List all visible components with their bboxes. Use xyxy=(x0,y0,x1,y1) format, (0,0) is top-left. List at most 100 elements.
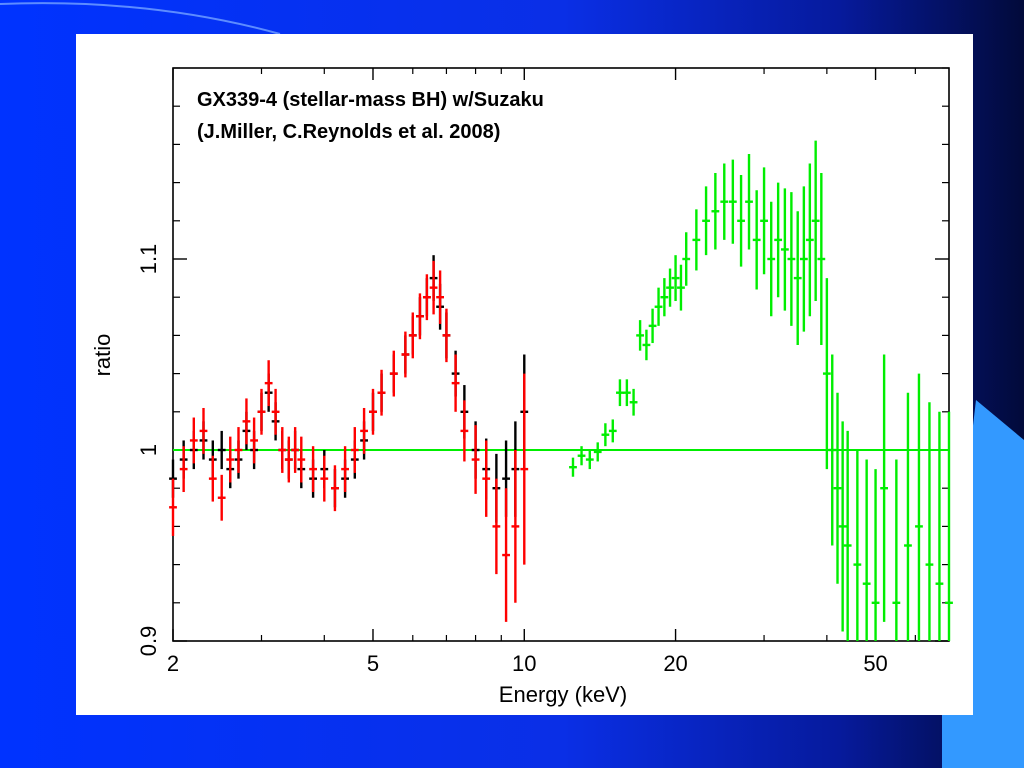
data-point xyxy=(828,354,837,546)
data-point xyxy=(169,478,177,536)
data-point xyxy=(843,430,852,641)
data-point xyxy=(422,274,431,321)
data-point xyxy=(257,388,266,435)
data-point xyxy=(671,255,680,302)
data-point xyxy=(862,459,871,641)
data-point xyxy=(880,354,889,622)
series-0 xyxy=(169,255,529,523)
data-point xyxy=(297,436,306,483)
chart-title-line-2: (J.Miller, C.Reynolds et al. 2008) xyxy=(197,121,500,143)
data-point xyxy=(585,450,594,470)
data-point xyxy=(309,446,317,493)
data-point xyxy=(436,270,444,324)
data-point xyxy=(780,188,789,311)
data-point xyxy=(677,264,685,311)
data-point xyxy=(442,308,451,363)
y-axis-label: ratio xyxy=(90,334,115,377)
data-point xyxy=(793,211,802,345)
data-point xyxy=(350,427,359,473)
data-point xyxy=(471,425,480,494)
data-point xyxy=(593,442,602,462)
x-tick-label: 10 xyxy=(512,651,536,676)
data-point xyxy=(511,450,520,603)
data-point xyxy=(369,388,377,435)
data-point xyxy=(250,417,258,464)
data-point xyxy=(608,419,617,443)
axis-tick-labels: 2 5 10 20 50 0.9 1 1.1 xyxy=(136,244,888,676)
data-point xyxy=(482,440,491,517)
data-point xyxy=(569,457,577,477)
data-point xyxy=(648,308,657,344)
data-point xyxy=(179,446,188,493)
data-point xyxy=(629,388,638,416)
series-2 xyxy=(569,140,953,641)
y-tick-label: 0.9 xyxy=(136,626,161,657)
data-point xyxy=(935,411,944,641)
data-point xyxy=(692,209,701,271)
data-point xyxy=(711,173,720,250)
data-point xyxy=(577,446,586,466)
data-point xyxy=(189,417,198,464)
data-point xyxy=(242,398,251,445)
data-point xyxy=(320,455,329,502)
data-point xyxy=(416,293,424,340)
data-point xyxy=(616,379,624,407)
data-point xyxy=(925,402,934,641)
decorative-arc xyxy=(0,2,281,35)
x-axis-label: Energy (keV) xyxy=(499,682,627,707)
data-point xyxy=(217,430,226,470)
data-point xyxy=(805,163,814,317)
x-tick-label: 5 xyxy=(367,651,379,676)
data-point xyxy=(767,201,776,317)
data-point xyxy=(451,354,460,412)
data-point xyxy=(666,268,674,307)
data-point xyxy=(904,392,912,641)
data-point xyxy=(728,159,737,244)
data-point xyxy=(226,436,235,483)
data-point xyxy=(833,392,842,584)
chart-title-line-1: GX339-4 (stellar-mass BH) w/Suzaku xyxy=(197,89,544,111)
data-point xyxy=(601,423,610,447)
data-point xyxy=(811,140,820,302)
plot-frame xyxy=(172,67,950,642)
data-point xyxy=(389,350,398,397)
data-point xyxy=(408,312,417,359)
data-point xyxy=(502,488,510,622)
data-point xyxy=(871,469,880,641)
data-point xyxy=(622,379,631,407)
data-point xyxy=(817,173,826,345)
data-point xyxy=(208,455,217,502)
data-point xyxy=(636,320,644,351)
data-point xyxy=(892,459,901,641)
data-point xyxy=(660,278,669,317)
data-point xyxy=(460,400,469,462)
y-tick-label: 1 xyxy=(136,444,161,456)
data-point xyxy=(429,260,438,315)
data-point xyxy=(702,186,710,256)
data-point xyxy=(520,373,529,565)
data-point xyxy=(291,427,300,473)
data-point xyxy=(838,421,847,632)
data-point xyxy=(264,360,273,407)
data-point xyxy=(774,182,783,298)
data-point xyxy=(234,427,243,473)
data-point xyxy=(217,474,226,521)
data-point xyxy=(745,153,753,250)
chart-panel: 2 5 10 20 50 0.9 1 1.1 GX339-4 (stellar-mass BH… xyxy=(76,34,973,715)
data-point xyxy=(787,192,796,326)
y-tick-label: 1.1 xyxy=(136,244,161,275)
data-point xyxy=(331,465,339,512)
data-point xyxy=(642,329,651,361)
data-point xyxy=(278,427,287,473)
data-point xyxy=(737,174,745,267)
data-point xyxy=(284,436,293,483)
data-point xyxy=(752,190,761,290)
data-point xyxy=(271,388,280,435)
x-tick-label: 50 xyxy=(863,651,887,676)
series-1 xyxy=(169,260,529,622)
x-tick-label: 2 xyxy=(167,651,179,676)
series-layer xyxy=(169,140,953,641)
data-point xyxy=(341,446,349,493)
data-point xyxy=(682,232,691,286)
